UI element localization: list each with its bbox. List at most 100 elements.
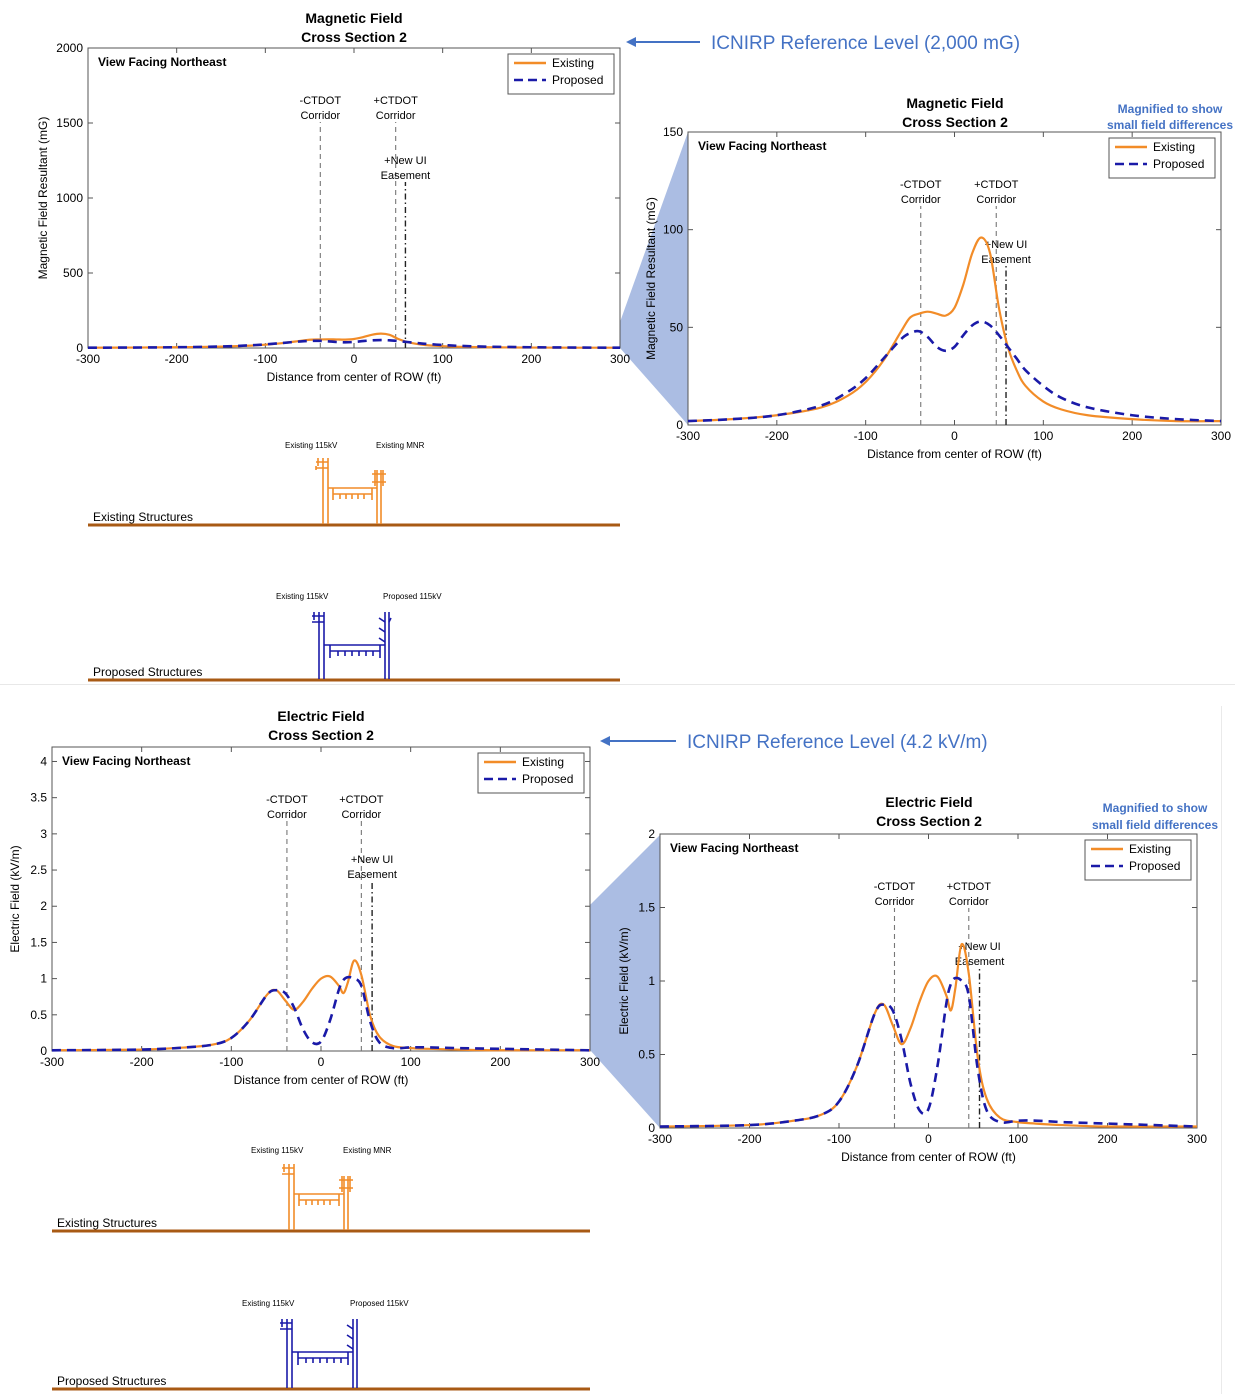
legend-label: Proposed: [1129, 859, 1180, 873]
plot-area: [51, 746, 591, 1052]
marker-label: +New UI: [351, 854, 394, 866]
legend-label: Existing: [552, 56, 594, 70]
legend-box: [477, 752, 585, 794]
y-tick-label: 100: [663, 223, 683, 237]
y-axis-label: Electric Field (kV/m): [617, 927, 631, 1034]
icnirp-label-electric: ICNIRP Reference Level (4.2 kV/m): [687, 732, 988, 753]
marker-label: Corridor: [875, 896, 915, 908]
marker-label: +CTDOT: [974, 179, 1019, 191]
x-tick-label: 200: [1097, 1132, 1117, 1146]
chart-title: Electric Field: [885, 794, 972, 810]
proposed-structures-label: Proposed Structures: [93, 665, 202, 679]
marker-label: +New UI: [958, 941, 1001, 953]
view-label: View Facing Northeast: [698, 139, 826, 153]
series-proposed: [51, 975, 591, 1052]
y-tick-label: 1: [40, 972, 47, 986]
x-tick-label: 300: [580, 1055, 600, 1069]
section-divider: [0, 684, 1235, 685]
magnify-wedge-electric: [590, 835, 660, 1128]
y-tick-label: 0: [76, 341, 83, 355]
right-edge-divider: [1221, 706, 1222, 1394]
structures-existing-magnetic: Existing Structures Existing 115kV Exist…: [88, 441, 620, 527]
x-axis-label: Distance from center of ROW (ft): [267, 370, 442, 384]
legend-label: Existing: [522, 755, 564, 769]
x-tick-label: -300: [676, 429, 700, 443]
existing-structures-label-2: Existing Structures: [57, 1216, 157, 1230]
proposed-115kv-label-2: Proposed 115kV: [350, 1299, 409, 1308]
y-tick-label: 0: [648, 1121, 655, 1135]
chart-title: Cross Section 2: [902, 114, 1008, 130]
y-tick-label: 0: [676, 418, 683, 432]
y-tick-label: 2000: [56, 41, 83, 55]
y-tick-label: 3: [40, 827, 47, 841]
x-tick-label: -300: [40, 1055, 64, 1069]
marker-label: Corridor: [976, 194, 1016, 206]
legend-box: [1084, 839, 1192, 881]
y-tick-label: 3.5: [30, 791, 47, 805]
existing-mnr-label-2: Existing MNR: [343, 1146, 392, 1155]
existing-mnr-label: Existing MNR: [376, 441, 425, 450]
existing-115kv-label: Existing 115kV: [285, 441, 338, 450]
x-tick-label: 300: [1211, 429, 1231, 443]
x-tick-label: 0: [351, 352, 358, 366]
chart-title: Cross Section 2: [876, 813, 982, 829]
marker-label: Corridor: [901, 194, 941, 206]
y-tick-label: 2: [648, 827, 655, 841]
view-label: View Facing Northeast: [670, 841, 798, 855]
magnified-note-line2-electric: small field differences: [1092, 818, 1218, 832]
x-tick-label: -100: [854, 429, 878, 443]
x-tick-label: -300: [648, 1132, 672, 1146]
legend-label: Proposed: [1153, 157, 1204, 171]
existing-115kv-label-4: Existing 115kV: [242, 1299, 295, 1308]
y-tick-label: 150: [663, 125, 683, 139]
electric-field-chart: Electric Field Cross Section 2 -300 -200 -10…: [8, 708, 600, 1087]
legend-label: Proposed: [522, 772, 573, 786]
chart-title: Cross Section 2: [301, 29, 407, 45]
x-tick-label: 100: [1008, 1132, 1028, 1146]
magnified-note-line1: Magnified to show: [1118, 102, 1223, 116]
proposed-structures-label-2: Proposed Structures: [57, 1374, 166, 1388]
y-axis-label: Magnetic Field Resultant (mG): [36, 117, 50, 280]
y-tick-label: 0: [40, 1044, 47, 1058]
marker-label: Easement: [381, 170, 431, 182]
view-label: View Facing Northeast: [98, 55, 226, 69]
x-tick-label: -100: [219, 1055, 243, 1069]
marker-label: +CTDOT: [947, 881, 992, 893]
plot-area: [687, 131, 1222, 426]
chart-title: Magnetic Field: [906, 95, 1003, 111]
marker-label: Easement: [955, 956, 1005, 968]
marker-label: +CTDOT: [339, 794, 384, 806]
x-tick-label: 0: [318, 1055, 325, 1069]
y-tick-label: 50: [670, 320, 684, 334]
magnified-note-line2: small field differences: [1107, 118, 1233, 132]
magnetic-field-zoom-chart: Magnetic Field Cross Section 2 -300 -200 -10…: [644, 95, 1231, 461]
marker-label: Corridor: [376, 110, 416, 122]
electric-field-zoom-chart: Electric Field Cross Section 2 -300 -200 -10…: [617, 794, 1207, 1164]
marker-label: -CTDOT: [874, 881, 916, 893]
x-tick-label: -200: [165, 352, 189, 366]
series-proposed: [87, 338, 621, 349]
structures-existing-electric: Existing Structures Existing 115kV Exist…: [52, 1146, 590, 1233]
series-proposed: [687, 320, 1222, 423]
marker-label: Corridor: [949, 896, 989, 908]
legend-label: Existing: [1129, 842, 1171, 856]
y-tick-label: 1000: [56, 191, 83, 205]
magnified-note-line1-electric: Magnified to show: [1103, 801, 1208, 815]
x-tick-label: -200: [737, 1132, 761, 1146]
x-tick-label: -200: [130, 1055, 154, 1069]
x-tick-label: 200: [521, 352, 541, 366]
x-tick-label: 100: [401, 1055, 421, 1069]
x-axis-label: Distance from center of ROW (ft): [234, 1073, 409, 1087]
marker-label: Corridor: [341, 809, 381, 821]
x-tick-label: 100: [433, 352, 453, 366]
x-tick-label: -100: [827, 1132, 851, 1146]
x-axis-label: Distance from center of ROW (ft): [867, 447, 1042, 461]
x-tick-label: 100: [1033, 429, 1053, 443]
view-label: View Facing Northeast: [62, 754, 190, 768]
proposed-115kv-label: Proposed 115kV: [383, 592, 442, 601]
y-tick-label: 1.5: [30, 935, 47, 949]
chart-title: Magnetic Field: [305, 10, 402, 26]
marker-label: Easement: [347, 869, 397, 881]
y-tick-label: 2: [40, 899, 47, 913]
marker-label: +New UI: [384, 155, 427, 167]
